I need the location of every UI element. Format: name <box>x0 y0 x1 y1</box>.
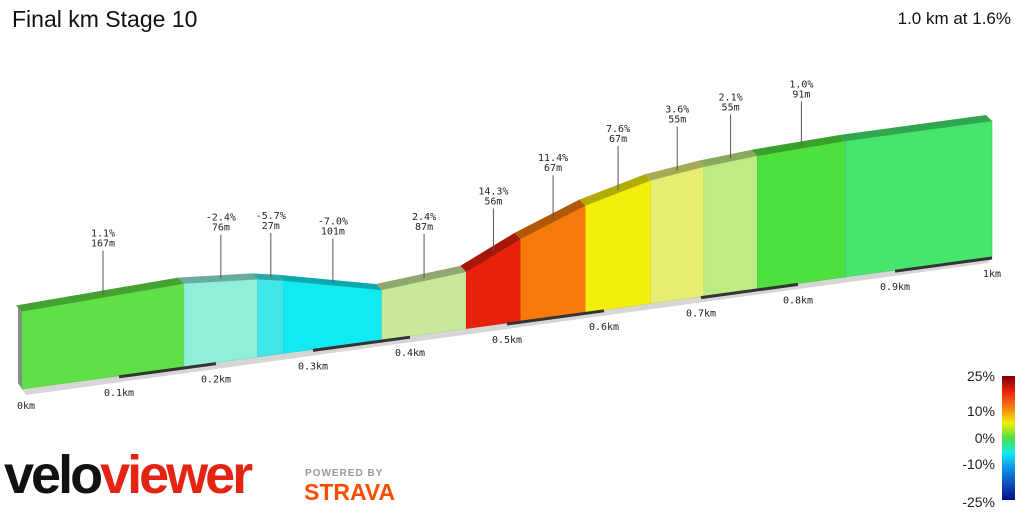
segment-top-8 <box>644 160 704 181</box>
x-tick-label: 0.7km <box>686 309 716 320</box>
segment-face-11 <box>845 120 993 278</box>
segment-label: 27m <box>262 221 280 232</box>
segment-label: 76m <box>212 222 230 233</box>
legend-label: 0% <box>975 430 995 446</box>
legend-colorbar <box>1002 376 1015 500</box>
segment-label: 167m <box>91 239 115 250</box>
x-tick-label: 0.6km <box>589 322 619 333</box>
x-tick-label: 1km <box>983 269 1001 280</box>
segment-label: 3.6% <box>665 105 689 116</box>
x-tick-label: 0.3km <box>298 361 328 372</box>
segment-top-5 <box>460 232 521 272</box>
segment-label: -2.4% <box>206 212 236 223</box>
x-tick-label: 0.5km <box>492 335 522 346</box>
logo-part-velo: velo <box>4 445 103 505</box>
distance-marker-bar <box>506 309 605 326</box>
gradient-legend: 25% 10% 0% -10% -25% <box>962 368 1015 510</box>
page-title: Final km Stage 10 <box>12 6 198 32</box>
segment-label: 91m <box>792 89 810 100</box>
segment-face-8 <box>650 166 705 304</box>
profile-segments <box>16 115 993 390</box>
segment-labels: 1.1%167m -2.4%76m -5.7%27m -7.0%101m 2.4%87m… <box>91 79 813 295</box>
segment-label: 7.6% <box>606 124 630 135</box>
segment-label: 2.1% <box>719 92 743 103</box>
segment-face-1 <box>183 279 259 368</box>
x-tick-label: 0.1km <box>104 388 134 399</box>
segment-label: 55m <box>668 115 686 126</box>
legend-label: -10% <box>962 456 995 472</box>
powered-by-label: POWERED BY <box>305 468 384 479</box>
segment-top-4 <box>375 265 467 291</box>
segment-top-2 <box>251 273 284 281</box>
segment-label: 101m <box>321 226 345 237</box>
segment-label: 67m <box>544 163 562 174</box>
x-tick-label: 0.9km <box>880 282 910 293</box>
segment-label: 14.3% <box>478 186 508 197</box>
segment-label: 1.0% <box>789 79 813 90</box>
segment-top-10 <box>751 134 846 156</box>
x-tick-label: 0.2km <box>201 375 231 386</box>
segment-label: -5.7% <box>256 211 286 222</box>
segment-face-6 <box>520 205 586 322</box>
segment-label: 56m <box>484 196 502 207</box>
segment-label: 2.4% <box>412 212 436 223</box>
x-tick-label: 0.8km <box>783 295 813 306</box>
segment-face-10 <box>756 140 846 290</box>
segment-label: 1.1% <box>91 229 115 240</box>
segment-face-9 <box>703 155 758 297</box>
segment-label: 87m <box>415 222 433 233</box>
segment-label: 11.4% <box>538 153 568 164</box>
legend-label: -25% <box>962 494 995 510</box>
x-tick-label: 0.4km <box>395 348 425 359</box>
distance-marker-bar <box>700 282 799 300</box>
segment-top-0 <box>16 277 184 312</box>
climb-summary: 1.0 km at 1.6% <box>897 9 1011 28</box>
logo-part-viewer: viewer <box>100 445 253 505</box>
segment-top-3 <box>277 274 382 291</box>
distance-marker-bar <box>118 362 217 379</box>
distance-axis: 0km 0.1km 0.2km 0.3km 0.4km 0.5km 0.6km 0.7km 0.… <box>17 256 1001 412</box>
segment-top-6 <box>514 199 586 239</box>
distance-marker-bar <box>312 335 411 352</box>
segment-label: -7.0% <box>318 216 348 227</box>
veloviewer-logo: veloviewer <box>4 445 253 505</box>
x-tick-label: 0km <box>17 401 35 412</box>
profile-end-cap <box>18 305 22 389</box>
segment-top-1 <box>177 273 258 284</box>
segment-top-9 <box>697 149 758 167</box>
legend-label: 10% <box>967 403 995 419</box>
segment-label: 55m <box>722 102 740 113</box>
segment-label: 67m <box>609 134 627 145</box>
distance-marker-bar <box>894 256 993 273</box>
segment-top-7 <box>579 174 651 206</box>
segment-top-11 <box>839 115 992 141</box>
segment-face-2 <box>257 279 285 358</box>
strava-logo: STRAVA <box>304 479 396 505</box>
legend-label: 25% <box>967 368 995 384</box>
